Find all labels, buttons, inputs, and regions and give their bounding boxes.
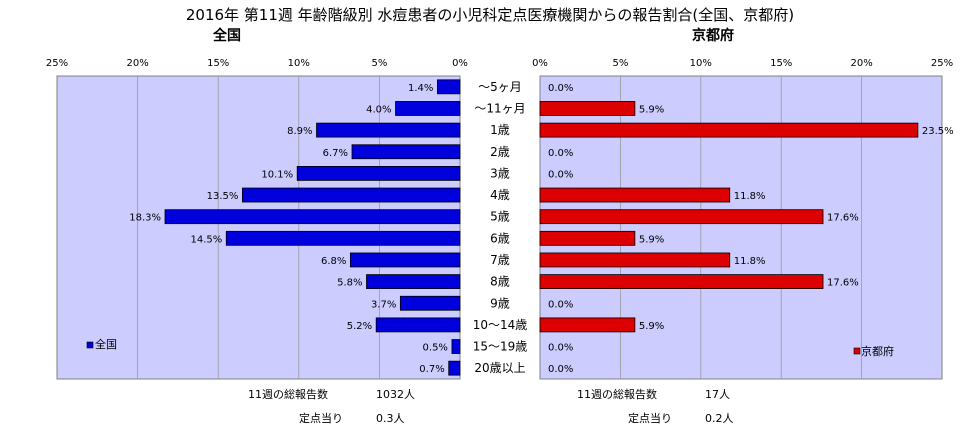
kyoto-data-label: 17.6% (827, 278, 859, 289)
national-data-label: 14.5% (190, 234, 222, 245)
national-data-label: 5.2% (347, 321, 372, 332)
kyoto-bar (539, 317, 636, 333)
national-data-label: 13.5% (207, 191, 239, 202)
national-data-label: 6.8% (321, 256, 346, 267)
national-data-label: 18.3% (129, 213, 161, 224)
category-label: 〜5ヶ月 (478, 80, 522, 94)
national-panel-title: 全国 (212, 27, 241, 44)
kyoto-x-tick: 20% (850, 58, 872, 69)
national-data-label: 4.0% (366, 104, 391, 115)
national-bar (349, 252, 461, 268)
national-x-tick: 20% (126, 58, 148, 69)
kyoto-data-label: 11.8% (734, 256, 766, 267)
national-per-site-label: 定点当り (299, 411, 343, 425)
kyoto-data-label: 5.9% (639, 234, 664, 245)
national-data-label: 1.4% (408, 83, 433, 94)
category-label: 6歳 (490, 231, 510, 245)
national-bar (451, 339, 461, 354)
national-bar (241, 187, 461, 203)
kyoto-data-label: 23.5% (922, 126, 954, 137)
national-x-tick: 0% (452, 58, 468, 69)
category-label: 20歳以上 (474, 361, 525, 375)
national-bar (399, 295, 461, 311)
category-label: 3歳 (490, 166, 510, 180)
kyoto-data-label: 0.0% (548, 148, 573, 159)
kyoto-bar (539, 274, 824, 290)
national-data-label: 0.5% (423, 343, 448, 354)
national-plot-area (56, 75, 461, 380)
kyoto-x-tick: 5% (612, 58, 628, 69)
national-bar (437, 79, 461, 95)
national-bar (296, 165, 461, 181)
national-legend-label: 全国 (95, 337, 117, 351)
kyoto-legend: 京都府 (853, 344, 894, 358)
kyoto-x-tick: 25% (931, 58, 953, 69)
national-x-tick: 10% (288, 58, 310, 69)
national-legend: 全国 (86, 337, 117, 351)
kyoto-panel-title: 京都府 (692, 27, 734, 44)
kyoto-data-label: 0.0% (548, 364, 573, 375)
category-label: 10〜14歳 (473, 318, 528, 332)
kyoto-data-label: 0.0% (548, 83, 573, 94)
kyoto-legend-swatch (853, 347, 861, 355)
kyoto-bar (539, 252, 731, 268)
national-bar (448, 360, 461, 376)
category-label: 15〜19歳 (473, 340, 528, 354)
kyoto-data-label: 0.0% (548, 343, 573, 354)
national-data-label: 8.9% (287, 126, 312, 137)
national-data-label: 3.7% (371, 299, 396, 310)
national-x-tick: 25% (46, 58, 68, 69)
national-bar (164, 209, 461, 225)
kyoto-bar (539, 209, 824, 225)
category-label: 2歳 (490, 145, 510, 159)
national-total-value: 1032人 (376, 388, 415, 401)
national-data-label: 10.1% (261, 169, 293, 180)
category-label: 9歳 (490, 296, 510, 310)
national-total-label: 11週の総報告数 (248, 387, 328, 401)
kyoto-bar (539, 122, 919, 138)
kyoto-data-label: 0.0% (548, 299, 573, 310)
kyoto-data-label: 0.0% (548, 169, 573, 180)
national-data-label: 0.7% (419, 364, 444, 375)
chart-title: 2016年 第11週 年齢階級別 水痘患者の小児科定点医療機関からの報告割合(全… (186, 6, 794, 24)
kyoto-legend-label: 京都府 (861, 344, 894, 358)
kyoto-per-site-value: 0.2人 (705, 412, 734, 425)
kyoto-bar (539, 101, 636, 116)
category-label: 1歳 (490, 123, 510, 137)
kyoto-bar (539, 230, 636, 246)
kyoto-x-tick: 10% (690, 58, 712, 69)
kyoto-footer: 11週の総報告数 17人 定点当り 0.2人 (577, 387, 734, 425)
kyoto-total-label: 11週の総報告数 (577, 387, 657, 401)
national-data-label: 6.7% (323, 148, 348, 159)
kyoto-data-label: 5.9% (639, 104, 664, 115)
national-bar (225, 230, 461, 246)
national-bar (375, 317, 461, 333)
kyoto-per-site-label: 定点当り (628, 411, 672, 425)
kyoto-data-label: 11.8% (734, 191, 766, 202)
kyoto-x-tick: 0% (532, 58, 548, 69)
national-bar (351, 144, 461, 160)
national-x-tick: 5% (371, 58, 387, 69)
kyoto-total-value: 17人 (705, 388, 730, 401)
national-data-label: 5.8% (337, 278, 362, 289)
kyoto-bar (539, 187, 731, 203)
category-label: 8歳 (490, 275, 510, 289)
national-legend-swatch (86, 341, 94, 349)
national-bar (395, 101, 461, 116)
national-per-site-value: 0.3人 (376, 412, 405, 425)
category-label: 4歳 (490, 188, 510, 202)
category-label: 5歳 (490, 210, 510, 224)
kyoto-plot-area (539, 75, 943, 380)
national-x-tick: 15% (207, 58, 229, 69)
kyoto-data-label: 5.9% (639, 321, 664, 332)
national-bar (366, 274, 461, 290)
kyoto-x-tick: 15% (770, 58, 792, 69)
national-bar (316, 122, 461, 138)
category-label: 〜11ヶ月 (474, 101, 525, 115)
national-footer: 11週の総報告数 1032人 定点当り 0.3人 (248, 387, 415, 425)
category-label: 7歳 (490, 253, 510, 267)
kyoto-data-label: 17.6% (827, 213, 859, 224)
